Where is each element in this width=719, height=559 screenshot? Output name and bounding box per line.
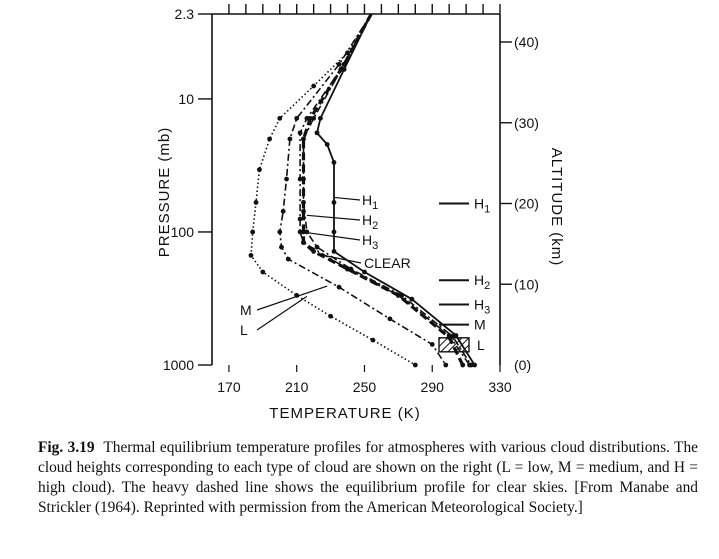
data-point-h2: [314, 244, 320, 250]
annotation-l: L: [240, 322, 248, 338]
annotation-leader: [256, 295, 308, 331]
data-point-l: [277, 115, 283, 121]
data-point-h2: [301, 200, 306, 205]
data-point-m: [294, 115, 300, 121]
series-line-l: [250, 13, 416, 366]
y-axis-title-left: PRESSURE (mb): [156, 127, 173, 258]
series-line-clear: [301, 13, 465, 366]
data-point-h1: [331, 200, 337, 205]
data-point-l: [370, 337, 376, 343]
y-tick-label-right: (20): [514, 196, 539, 212]
annotation-leader: [301, 231, 361, 241]
cloud-label-h3: H3: [474, 296, 490, 316]
axis-frame: [211, 13, 501, 365]
data-point-h1: [409, 296, 415, 302]
data-point-m: [287, 136, 293, 142]
series-line-h3: [299, 13, 471, 366]
x-tick-label: 290: [421, 379, 445, 395]
data-point-h1: [331, 159, 337, 165]
data-point-l: [260, 269, 266, 275]
data-point-h3: [297, 216, 303, 222]
y-tick-label-right: (0): [514, 357, 531, 373]
y-tick-label-right: (30): [514, 115, 539, 131]
data-point-h1: [331, 248, 337, 254]
data-point-h3: [301, 240, 306, 245]
data-point-l: [250, 229, 256, 235]
cloud-bar-l: [438, 337, 470, 353]
data-point-m: [387, 316, 393, 322]
caption-text: Thermal equilibrium temperature profiles…: [38, 439, 698, 516]
series-line-h1: [316, 13, 476, 366]
data-point-m: [285, 256, 291, 262]
y-tick-label-right: (40): [514, 34, 539, 50]
data-point-h2: [348, 266, 354, 272]
data-point-h1: [318, 115, 323, 121]
cloud-label-m: M: [474, 317, 486, 333]
annotation-leader: [306, 214, 361, 221]
y-tick-label-left: 2.3: [175, 6, 195, 22]
annotation-h1: H1: [362, 192, 378, 212]
y-tick-label-left: 100: [171, 224, 195, 240]
data-point-l: [412, 362, 418, 368]
data-point-h3: [297, 130, 303, 136]
y-tick-label-left: 1000: [163, 357, 194, 373]
series-line-h2: [302, 13, 472, 366]
data-point-h1: [314, 130, 320, 136]
data-point-l: [257, 167, 262, 173]
data-point-l: [328, 313, 333, 319]
data-point-h2: [301, 136, 306, 142]
data-point-h1: [472, 362, 477, 368]
annotation-leader: [333, 196, 361, 201]
data-point-l: [311, 83, 317, 89]
annotation-leader: [323, 254, 362, 264]
chart: 170 210 250 290 330 2.3 10 100 1000 (40) (30) (20) (…: [156, 4, 565, 422]
ticks: 170 210 250 290 330 2.3 10 100 1000 (40) (30) (20) (…: [163, 4, 539, 395]
data-point-h1: [331, 229, 337, 235]
data-point-m: [336, 284, 342, 290]
caption-label: Fig. 3.19: [38, 439, 95, 456]
x-tick-label: 330: [488, 379, 512, 395]
data-point-l: [253, 200, 259, 205]
cloud-label-l: L: [477, 337, 485, 353]
annotation-h2: H2: [362, 212, 378, 232]
data-point-h1: [341, 67, 347, 72]
data-point-h3: [297, 229, 303, 235]
cloud-label-h2: H2: [474, 272, 490, 292]
data-point-m: [280, 208, 286, 214]
data-point-m: [277, 229, 283, 235]
data-point-m: [279, 244, 284, 250]
x-tick-label: 170: [217, 379, 241, 395]
data-point-clear: [311, 248, 317, 254]
x-axis-title: TEMPERATURE (K): [269, 405, 420, 422]
annotation-m: M: [240, 302, 252, 318]
data-point-h1: [362, 269, 367, 275]
annotation-clear: CLEAR: [364, 255, 411, 271]
data-point-m: [429, 341, 435, 347]
y-axis-title-right: ALTITUDE (km): [548, 148, 565, 267]
data-point-l: [248, 252, 254, 258]
data-point-h2: [311, 115, 317, 121]
data-point-l: [267, 136, 272, 142]
annotation-h3: H3: [362, 232, 378, 252]
y-tick-label-right: (10): [514, 276, 539, 292]
y-tick-label-left: 10: [178, 91, 194, 107]
data-point-h1: [324, 142, 330, 147]
data-point-h3: [297, 176, 303, 182]
x-tick-label: 250: [353, 379, 377, 395]
data-point-m: [443, 362, 449, 368]
data-point-m: [336, 61, 342, 67]
data-point-h2: [468, 362, 474, 368]
cloud-label-h1: H1: [474, 196, 490, 216]
series-group: [248, 13, 477, 368]
data-point-clear: [307, 115, 313, 121]
annotation-leader: [256, 285, 328, 311]
data-point-h3: [304, 115, 310, 121]
data-point-h1: [453, 333, 459, 338]
figure-caption: Fig. 3.19 Thermal equilibrium temperatur…: [38, 438, 698, 518]
data-point-m: [284, 176, 289, 182]
x-tick-label: 210: [285, 379, 309, 395]
data-point-clear: [460, 362, 466, 368]
